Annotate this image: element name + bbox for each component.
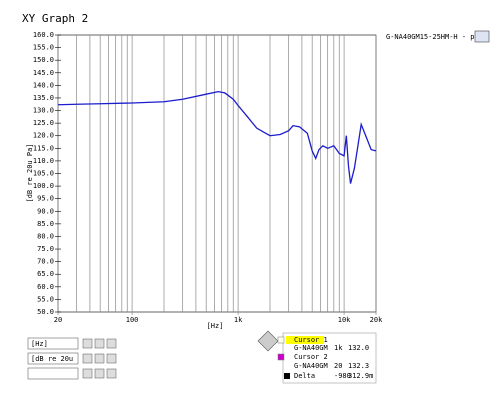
y-tick-label: 130.0	[33, 107, 54, 115]
y-tick-label: 50.0	[37, 308, 54, 316]
delta-y: 312.9m	[348, 372, 373, 380]
format-button[interactable]	[82, 338, 93, 349]
cursor-name: Cursor 2	[294, 353, 328, 361]
y-tick-label: 70.0	[37, 258, 54, 266]
input-box[interactable]	[27, 367, 79, 380]
cursor-highlight	[286, 336, 324, 344]
format-button[interactable]	[94, 353, 105, 364]
legend-icon[interactable]	[474, 30, 490, 43]
format-button[interactable]	[82, 368, 93, 379]
cursor-plot: G-NA40GM	[294, 344, 328, 352]
y-tick-label: 75.0	[37, 245, 54, 253]
format-button[interactable]	[94, 338, 105, 349]
x-axis-label: [Hz]	[207, 322, 224, 330]
input-text: [Hz]	[31, 340, 48, 348]
format-button[interactable]	[82, 353, 93, 364]
y-tick-label: 90.0	[37, 207, 54, 215]
x-tick-label: 10k	[338, 316, 351, 324]
plot-area	[57, 34, 377, 313]
cursor-plot: G-NA40GM	[294, 362, 328, 370]
x-tick-label: 1k	[234, 316, 243, 324]
y-tick-label: 135.0	[33, 94, 54, 102]
y-tick-label: 95.0	[37, 195, 54, 203]
legend-label: G-NA40GM15-25HM-H - p	[386, 33, 475, 41]
y-tick-label: 105.0	[33, 170, 54, 178]
cursor-y: 132.3	[348, 362, 369, 370]
cursor-2-icon[interactable]	[277, 353, 285, 361]
y-tick-label: 65.0	[37, 270, 54, 278]
series-line	[57, 90, 377, 184]
input-text: [dB re 20u	[31, 355, 73, 363]
input-box[interactable]	[27, 352, 79, 365]
cursor-x: 20	[334, 362, 342, 370]
y-tick-label: 85.0	[37, 220, 54, 228]
format-button[interactable]	[106, 338, 117, 349]
delta-icon	[284, 373, 290, 379]
y-tick-label: 115.0	[33, 144, 54, 152]
cursor-name: Cursor 1	[294, 336, 328, 344]
format-button[interactable]	[94, 368, 105, 379]
chart-title: XY Graph 2	[22, 12, 88, 25]
cursor-x: 1k	[334, 344, 343, 352]
cursor-panel: Cursor 1 G-NA40GM 1k 132.0 Cursor 2 G-NA…	[257, 330, 377, 384]
y-axis-label: [dB re 20u Pa]	[26, 143, 34, 202]
y-tick-label: 155.0	[33, 44, 54, 52]
y-tick-label: 125.0	[33, 119, 54, 127]
y-tick-label: 150.0	[33, 56, 54, 64]
x-tick-label: 100	[126, 316, 139, 324]
y-tick-label: 55.0	[37, 295, 54, 303]
format-button[interactable]	[106, 353, 117, 364]
y-tick-label: 160.0	[33, 31, 54, 39]
delta-name: Delta	[294, 372, 315, 380]
y-tick-label: 100.0	[33, 182, 54, 190]
x-tick-label: 20k	[370, 316, 383, 324]
input-box[interactable]	[27, 337, 79, 350]
cursor-y: 132.0	[348, 344, 369, 352]
y-tick-label: 120.0	[33, 132, 54, 140]
y-tick-label: 145.0	[33, 69, 54, 77]
x-tick-label: 20	[54, 316, 62, 324]
cursor-1-icon[interactable]	[277, 336, 285, 344]
cursor-mover[interactable]	[257, 330, 279, 352]
y-tick-label: 80.0	[37, 232, 54, 240]
y-tick-label: 60.0	[37, 283, 54, 291]
delta-x: -980	[334, 372, 351, 380]
format-button[interactable]	[106, 368, 117, 379]
y-tick-label: 140.0	[33, 81, 54, 89]
y-tick-label: 110.0	[33, 157, 54, 165]
